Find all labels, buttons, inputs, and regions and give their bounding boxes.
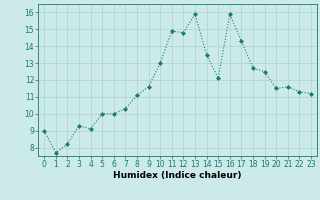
- X-axis label: Humidex (Indice chaleur): Humidex (Indice chaleur): [113, 171, 242, 180]
